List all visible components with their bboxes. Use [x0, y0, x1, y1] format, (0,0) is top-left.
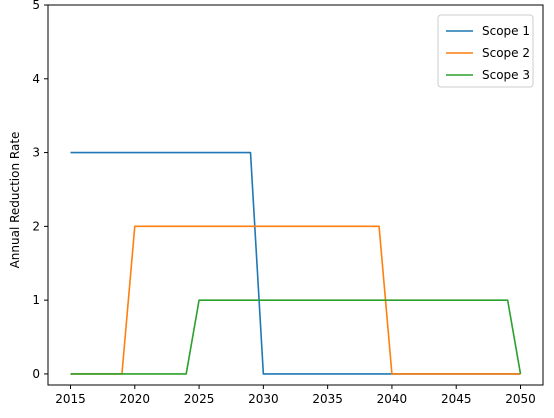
y-axis-label: Annual Reduction Rate: [8, 132, 22, 269]
y-tick-label: 4: [32, 72, 40, 86]
x-tick-label: 2025: [184, 392, 215, 406]
legend: Scope 1 Scope 2 Scope 3: [437, 14, 534, 88]
series-line-scope-1: [70, 151, 521, 375]
x-tick-label: 2045: [441, 392, 472, 406]
x-tick-label: 2020: [120, 392, 151, 406]
legend-box: [437, 14, 534, 88]
x-tick-label: 2030: [248, 392, 279, 406]
plot-lines: [70, 151, 522, 375]
y-tick-label: 2: [32, 219, 40, 233]
y-tick-label: 5: [32, 0, 40, 12]
legend-label: Scope 2: [482, 46, 530, 60]
y-tick-label: 1: [32, 293, 40, 307]
y-axis-ticks: 0 1 2 3 4 5: [32, 0, 48, 381]
x-tick-label: 2035: [312, 392, 343, 406]
x-tick-label: 2015: [55, 392, 86, 406]
x-axis-ticks: 2015 2020 2025 2030 2035 2040 2045 2050: [55, 385, 536, 406]
legend-label: Scope 3: [482, 68, 530, 82]
series-line-scope-3: [70, 299, 522, 375]
y-tick-label: 3: [32, 146, 40, 160]
y-tick-label: 0: [32, 367, 40, 381]
x-tick-label: 2050: [505, 392, 536, 406]
legend-label: Scope 1: [482, 24, 530, 38]
x-tick-label: 2040: [377, 392, 408, 406]
plot-frame: [47, 4, 544, 386]
